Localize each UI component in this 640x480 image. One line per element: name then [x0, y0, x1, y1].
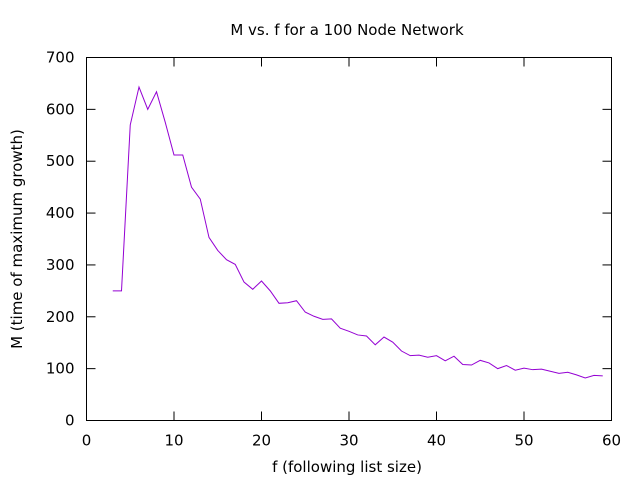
x-tick-label: 50: [514, 432, 533, 450]
y-tick-label: 700: [46, 49, 75, 67]
y-tick-label: 300: [46, 256, 75, 274]
x-tick-label: 60: [602, 432, 621, 450]
y-axis: 0 100 200 300 400 500 600 700: [46, 49, 612, 430]
y-tick-label: 200: [46, 308, 75, 326]
x-axis: 0 10 20 30 40 50 60: [82, 57, 621, 450]
y-tick-label: 0: [65, 412, 75, 430]
y-tick-label: 500: [46, 152, 75, 170]
x-tick-label: 10: [164, 432, 183, 450]
x-tick-label: 30: [339, 432, 358, 450]
series-layer: [112, 85, 603, 379]
series-line: [112, 85, 603, 379]
y-axis-label: M (time of maximum growth): [8, 129, 26, 349]
x-tick-label: 40: [427, 432, 446, 450]
x-tick-label: 20: [252, 432, 271, 450]
chart-title: M vs. f for a 100 Node Network: [230, 21, 464, 39]
plot-frame: [86, 57, 612, 421]
y-tick-label: 600: [46, 100, 75, 118]
y-tick-label: 400: [46, 204, 75, 222]
y-tick-label: 100: [46, 360, 75, 378]
x-axis-label: f (following list size): [272, 458, 422, 476]
x-tick-label: 0: [82, 432, 92, 450]
